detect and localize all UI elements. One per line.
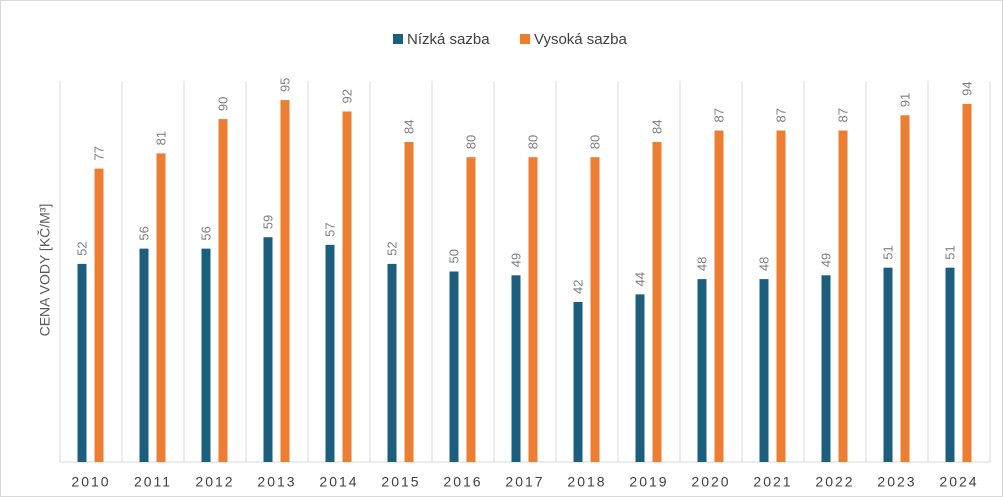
bar: [94, 168, 104, 462]
data-label: 90: [215, 97, 230, 111]
x-tick-label: 2014: [319, 474, 358, 490]
bar: [263, 237, 273, 462]
data-label: 48: [694, 257, 709, 271]
x-tick-label: 2015: [381, 474, 420, 490]
bar: [962, 103, 972, 463]
bar: [652, 141, 662, 462]
data-label: 80: [587, 135, 602, 149]
bar: [466, 157, 476, 462]
bar: [449, 271, 459, 462]
bar: [77, 263, 87, 462]
legend-swatch: [393, 34, 403, 44]
data-label: 92: [339, 89, 354, 103]
y-axis-label: CENA VODY [KČ/M³]: [37, 204, 53, 337]
data-label: 81: [153, 131, 168, 145]
bar: [900, 115, 910, 462]
x-tick-label: 2012: [195, 474, 234, 490]
data-label: 91: [897, 93, 912, 107]
data-label: 59: [260, 215, 275, 229]
bar: [883, 267, 893, 462]
x-tick-label: 2023: [877, 474, 916, 490]
x-tick-label: 2011: [134, 474, 172, 490]
x-tick-label: 2018: [567, 474, 606, 490]
legend-label: Nízká sazba: [407, 31, 490, 48]
bar: [218, 119, 228, 462]
bar: [404, 141, 414, 462]
legend-swatch: [520, 34, 530, 44]
data-label: 57: [322, 222, 337, 236]
data-label: 94: [959, 81, 974, 95]
bar: [280, 100, 290, 463]
bar: [821, 275, 831, 462]
x-tick-label: 2019: [629, 474, 668, 490]
x-tick-label: 2016: [443, 474, 482, 490]
x-tick-label: 2017: [505, 474, 544, 490]
data-label: 52: [384, 241, 399, 255]
data-label: 48: [756, 257, 771, 271]
data-label: 80: [463, 135, 478, 149]
data-label: 49: [508, 253, 523, 267]
bar: [759, 279, 769, 462]
bar: [511, 275, 521, 462]
data-label: 52: [74, 241, 89, 255]
data-label: 95: [277, 78, 292, 92]
data-label: 51: [942, 245, 957, 259]
x-tick-label: 2020: [691, 474, 730, 490]
bar: [776, 130, 786, 462]
bar: [838, 130, 848, 462]
data-label: 56: [136, 226, 151, 240]
bar: [156, 153, 166, 462]
bar: [590, 157, 600, 462]
data-label: 84: [649, 119, 664, 133]
bar: [573, 301, 583, 462]
data-label: 87: [711, 108, 726, 122]
bar: [325, 244, 335, 462]
data-label: 77: [91, 146, 106, 160]
data-label: 84: [401, 119, 416, 133]
bar: [697, 279, 707, 462]
data-label: 42: [570, 280, 585, 294]
data-label: 44: [632, 272, 647, 286]
bar: [342, 111, 352, 462]
x-tick-label: 2022: [815, 474, 854, 490]
legend-label: Vysoká sazba: [534, 31, 627, 48]
bar: [635, 294, 645, 462]
x-tick-label: 2024: [939, 474, 978, 490]
data-label: 87: [835, 108, 850, 122]
data-label: 80: [525, 135, 540, 149]
data-label: 49: [818, 253, 833, 267]
x-tick-label: 2010: [71, 474, 110, 490]
bar: [139, 248, 149, 462]
bar: [201, 248, 211, 462]
bar: [387, 263, 397, 462]
bar: [714, 130, 724, 462]
data-label: 50: [446, 249, 461, 263]
bar: [528, 157, 538, 462]
x-tick-label: 2013: [257, 474, 296, 490]
x-tick-label: 2021: [753, 474, 792, 490]
data-label: 51: [880, 245, 895, 259]
data-label: 87: [773, 108, 788, 122]
bar: [945, 267, 955, 462]
data-label: 56: [198, 226, 213, 240]
